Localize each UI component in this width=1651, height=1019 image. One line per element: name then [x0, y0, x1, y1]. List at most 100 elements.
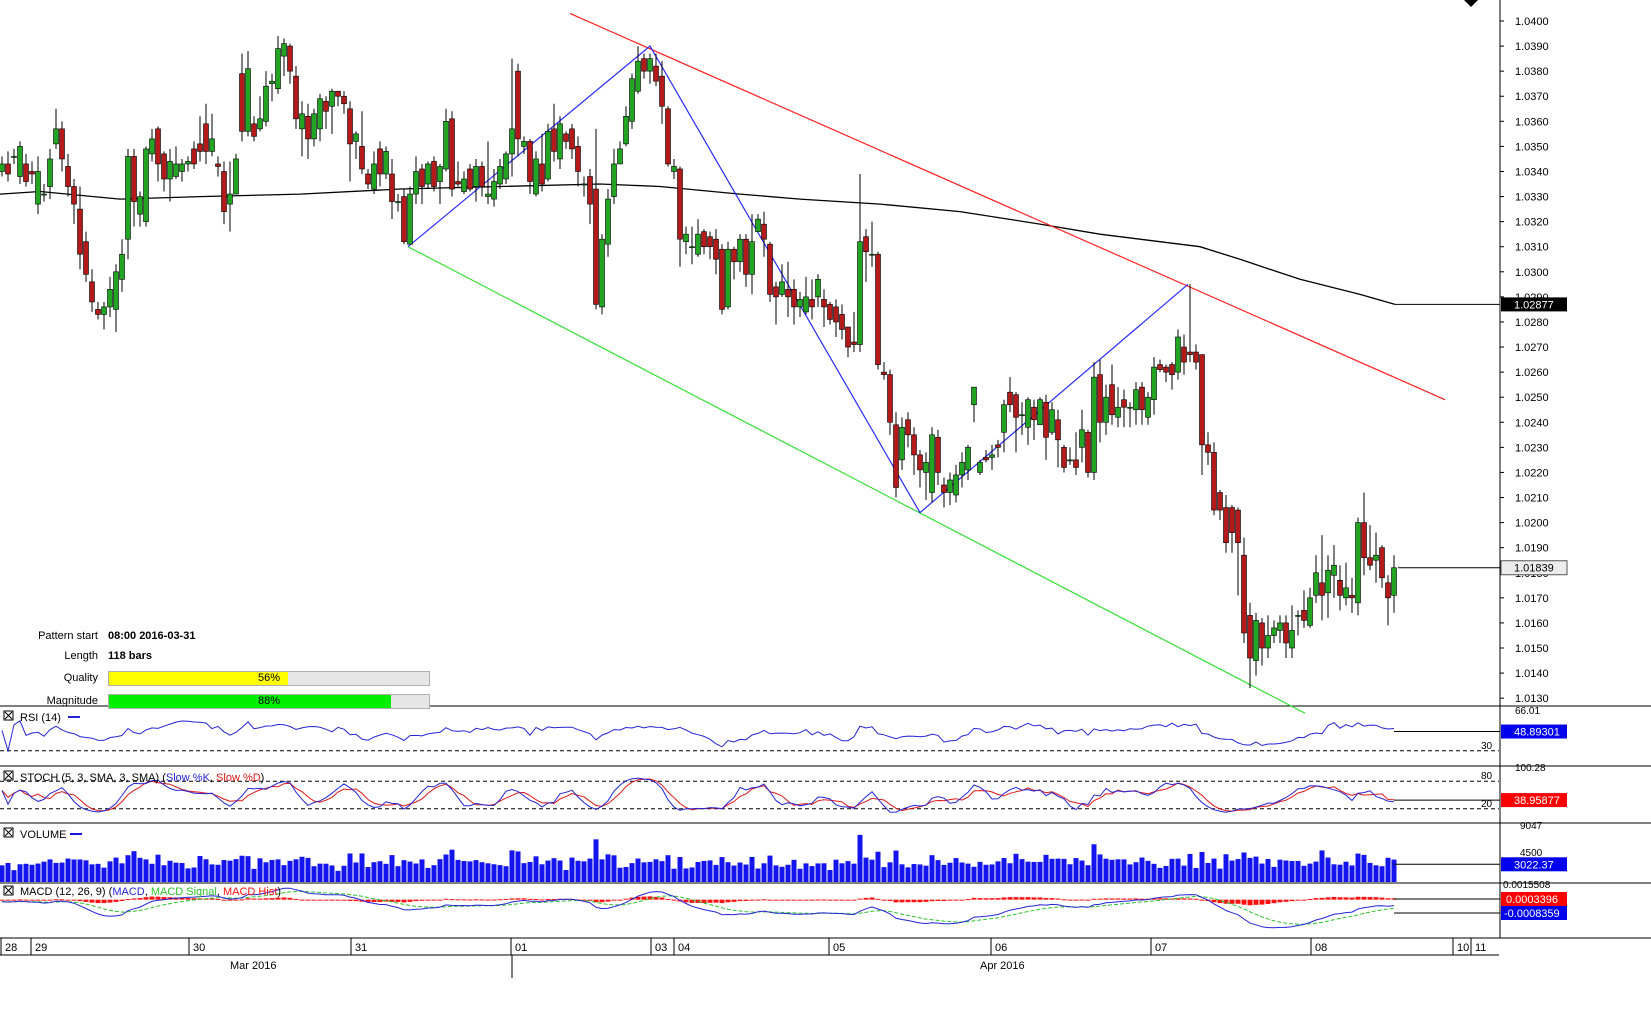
candlestick: [449, 111, 455, 197]
macd-hist-bar: [923, 899, 929, 902]
volume-bar: [1055, 858, 1061, 882]
candlestick: [1391, 555, 1397, 613]
candle-body: [665, 108, 671, 165]
macd-hist-bar: [1379, 897, 1385, 900]
stoch-title-sep: ,: [210, 772, 216, 784]
candle-body: [5, 163, 11, 175]
rsi-title: RSI (14): [20, 712, 61, 724]
volume-bar: [761, 863, 767, 882]
candle-body: [1181, 346, 1187, 363]
candlestick: [185, 156, 191, 172]
candle-body: [89, 281, 95, 303]
volume-close-x-icon: [4, 828, 13, 837]
candle-body: [1049, 409, 1055, 433]
volume-bar: [1109, 859, 1115, 882]
volume-bar: [767, 855, 773, 882]
candle-body: [779, 281, 785, 295]
candlestick: [899, 417, 905, 470]
volume-bar: [125, 855, 131, 882]
volume-bar: [977, 861, 983, 882]
candle-body: [1121, 399, 1127, 408]
candlestick: [683, 226, 689, 255]
support-trend-line: [407, 246, 1306, 714]
macd-hist-bar: [1079, 899, 1085, 901]
candle-body: [293, 75, 299, 120]
volume-bar: [1091, 844, 1097, 882]
pattern-info-panel: Pattern start 08:00 2016-03-31 Length 11…: [0, 630, 440, 720]
volume-bar: [911, 864, 917, 882]
volume-bar: [893, 850, 899, 882]
macd-hist-bar: [1115, 898, 1121, 900]
macd-hist-bar: [1295, 899, 1301, 901]
volume-bar: [317, 863, 323, 882]
macd-hist-bar: [1013, 897, 1019, 900]
candle-body: [503, 153, 509, 180]
candlestick: [575, 136, 581, 187]
candlestick: [299, 101, 305, 157]
candle-body: [1079, 429, 1085, 448]
macd-hist-bar: [1031, 897, 1037, 900]
candlestick: [1103, 384, 1109, 435]
volume-bar: [335, 870, 341, 882]
macd-title-sep1: ,: [145, 886, 151, 898]
candle-body: [197, 143, 203, 152]
volume-bar: [5, 862, 11, 882]
candlestick: [1133, 382, 1139, 425]
macd-hist-bar: [251, 898, 257, 900]
volume-bar: [863, 857, 869, 882]
price-tick-label: 1.0320: [1515, 217, 1549, 229]
macd-hist-legend: MACD Hist: [223, 886, 277, 898]
macd-hist-bar: [299, 899, 305, 901]
candlestick: [725, 241, 731, 310]
candle-body: [467, 168, 473, 190]
candlestick: [1271, 620, 1277, 643]
candle-body: [1301, 610, 1307, 621]
rsi-30-label: 30: [1481, 741, 1493, 752]
last-price-label: 1.01839: [1514, 563, 1554, 575]
volume-bar: [935, 860, 941, 882]
volume-bar: [17, 864, 23, 882]
candle-body: [911, 434, 917, 456]
candle-body: [257, 118, 263, 130]
volume-bar: [1271, 866, 1277, 882]
candlestick: [1217, 489, 1223, 521]
price-tick-label: 1.0330: [1515, 192, 1549, 204]
candlestick: [707, 231, 713, 260]
pattern-start-label: Pattern start: [38, 630, 98, 642]
volume-bar: [569, 857, 575, 882]
candlestick: [1091, 362, 1097, 480]
volume-bar: [995, 861, 1001, 882]
candlestick: [461, 171, 467, 195]
volume-bar: [497, 865, 503, 882]
candle-body: [245, 68, 251, 132]
volume-bar: [971, 866, 977, 882]
candle-body: [575, 146, 581, 172]
price-tick-label: 1.0260: [1515, 367, 1549, 379]
macd-title: MACD (12, 26, 9) (MACD, MACD Signal, MAC…: [20, 886, 281, 898]
quality-bar-fill: [109, 672, 289, 685]
candlestick: [1175, 329, 1181, 380]
candle-body: [869, 253, 875, 256]
candlestick: [977, 459, 983, 475]
macd-hist-bar: [41, 899, 47, 901]
macd-hist-bar: [1193, 898, 1199, 900]
candle-body: [713, 238, 719, 260]
candlestick: [803, 276, 809, 315]
volume-bar: [1241, 852, 1247, 882]
candlestick: [263, 71, 269, 127]
candlestick: [551, 103, 557, 162]
candlestick: [617, 141, 623, 165]
macd-hist-bar: [977, 898, 983, 900]
candlestick: [521, 136, 527, 154]
candle-body: [101, 306, 107, 315]
candle-body: [599, 238, 605, 308]
candle-body: [653, 65, 659, 82]
volume-bar: [131, 851, 137, 882]
macd-hist-bar: [1307, 898, 1313, 900]
candle-body: [1307, 597, 1313, 626]
candle-body: [683, 233, 689, 243]
volume-bar: [1073, 858, 1079, 882]
candlestick: [797, 291, 803, 317]
candlestick: [641, 53, 647, 79]
volume-bar: [917, 864, 923, 882]
